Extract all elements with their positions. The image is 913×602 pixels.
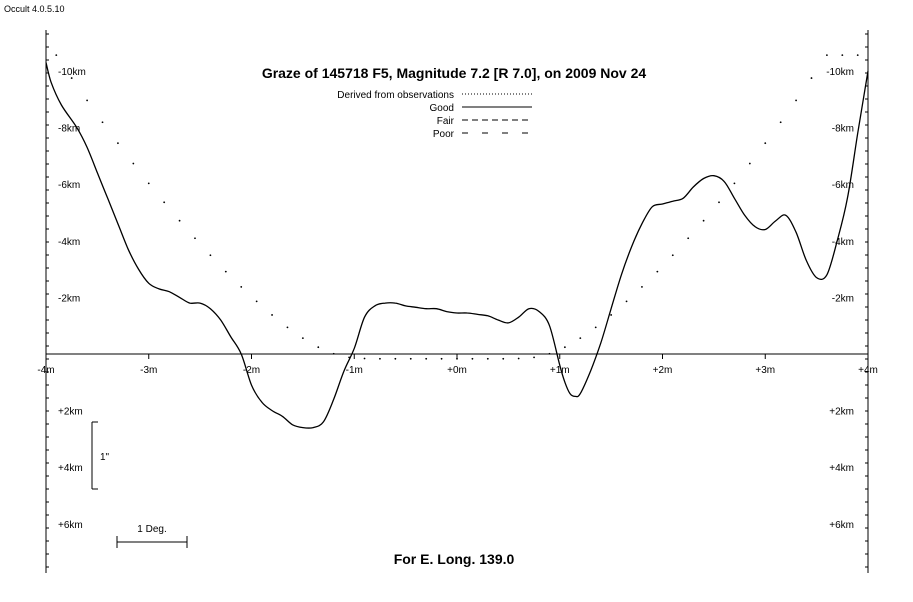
y-tick-label-left: -4km [58, 237, 80, 248]
derived-point [764, 142, 767, 145]
edge-ticks [46, 33, 868, 568]
y-tick-label-left: +4km [58, 463, 83, 474]
good-profile-line [45, 62, 869, 429]
derived-point [687, 237, 690, 240]
derived-point [810, 77, 813, 79]
x-tick-labels: -4m -3m -2m -1m +0m +1m +2m +3m +4m [37, 354, 878, 376]
derived-point [317, 346, 320, 349]
derived-curve [55, 54, 859, 360]
derived-point [856, 54, 859, 57]
derived-point [379, 357, 381, 360]
legend-label-poor: Poor [433, 129, 455, 140]
derived-point [610, 314, 613, 316]
scale-bar-vertical [91, 421, 98, 490]
derived-point [147, 182, 150, 185]
y-tick-label-right: +6km [829, 520, 854, 531]
y-tick-label-right: -2km [832, 293, 854, 304]
derived-point [240, 286, 243, 288]
legend: Derived from observations Good Fair Poor [337, 90, 532, 140]
y-tick-label-right: +2km [829, 407, 854, 418]
y-tick-labels: -10km -10km -8km -8km -6km -6km -4km -4km -2km -2… [58, 67, 854, 531]
y-tick-label-left: -6km [58, 180, 80, 191]
derived-point [132, 162, 135, 165]
derived-point [656, 270, 659, 273]
scale-bar-horizontal-label: 1 Deg. [137, 524, 166, 535]
derived-point [486, 357, 489, 360]
derived-point [224, 270, 227, 273]
derived-point [471, 357, 474, 360]
x-tick-label: -1m [346, 365, 363, 376]
derived-point [779, 121, 782, 124]
derived-point [718, 201, 720, 204]
derived-point [255, 300, 258, 303]
derived-point [178, 219, 181, 222]
legend-label-good: Good [430, 103, 454, 114]
y-tick-label-right: -8km [832, 124, 854, 135]
derived-point [409, 357, 412, 360]
plot-frame [45, 30, 869, 573]
derived-point [533, 356, 535, 359]
derived-point [117, 142, 119, 145]
derived-point [163, 201, 166, 204]
derived-point [301, 337, 304, 340]
chart-title: Graze of 145718 F5, Magnitude 7.2 [R 7.0… [262, 65, 647, 81]
derived-point [394, 357, 397, 360]
derived-point [194, 237, 196, 240]
x-tick-label: -4m [37, 365, 54, 376]
y-tick-label-right: +4km [829, 463, 854, 474]
x-tick-label: +3m [755, 365, 775, 376]
derived-point [209, 254, 212, 257]
derived-point [517, 357, 520, 360]
derived-point [70, 77, 73, 79]
derived-point [271, 314, 273, 316]
y-tick-label-left: -10km [58, 67, 86, 78]
derived-point [594, 326, 597, 329]
derived-point [702, 219, 705, 222]
derived-point [363, 357, 366, 360]
x-tick-label: +1m [550, 365, 570, 376]
derived-point [440, 357, 443, 360]
y-tick-label-left: +6km [58, 520, 83, 531]
derived-point [502, 357, 505, 360]
y-tick-label-right: -10km [826, 67, 854, 78]
y-tick-label-right: -6km [832, 180, 854, 191]
y-tick-label-left: +2km [58, 407, 83, 418]
y-tick-label-right: -4km [832, 237, 854, 248]
derived-point [55, 54, 58, 57]
app-version-label: Occult 4.0.5.10 [4, 4, 65, 14]
derived-point [86, 99, 88, 102]
y-tick-label-left: -8km [58, 124, 80, 135]
derived-point [332, 352, 335, 355]
derived-point [548, 352, 551, 355]
derived-point [425, 357, 428, 360]
derived-point [841, 54, 844, 57]
scale-bar-vertical-label: 1" [100, 452, 110, 463]
derived-point [456, 357, 458, 360]
derived-point [641, 286, 643, 288]
derived-point [563, 346, 566, 349]
legend-label-derived: Derived from observations [337, 90, 454, 101]
scale-bar-horizontal [116, 536, 188, 548]
x-tick-label: -2m [243, 365, 260, 376]
x-tick-label: +2m [653, 365, 673, 376]
x-tick-label: +0m [447, 365, 467, 376]
derived-point [286, 326, 289, 329]
derived-point [671, 254, 674, 257]
derived-point [579, 337, 582, 340]
derived-point [795, 99, 797, 102]
derived-point [748, 162, 751, 165]
y-tick-label-left: -2km [58, 293, 80, 304]
derived-point [826, 54, 828, 57]
derived-point [733, 182, 736, 185]
longitude-footer: For E. Long. 139.0 [394, 551, 515, 567]
x-tick-label: +4m [858, 365, 878, 376]
legend-label-fair: Fair [437, 116, 455, 127]
derived-point [625, 300, 628, 303]
derived-point [101, 121, 104, 124]
x-tick-label: -3m [140, 365, 157, 376]
